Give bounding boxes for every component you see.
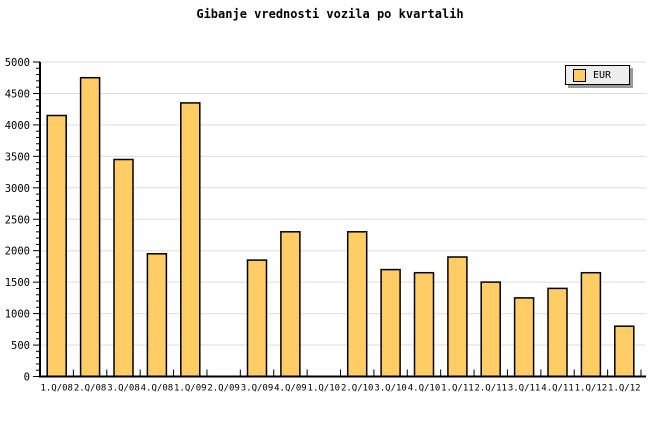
y-tick-label: 5000: [5, 57, 30, 69]
legend-swatch-eur: [573, 68, 586, 82]
bar: [346, 231, 368, 378]
y-tick-label: 0: [24, 372, 30, 384]
y-tick-label: 500: [11, 340, 30, 352]
x-tick-label: 4.Q/11: [541, 384, 574, 394]
bar: [547, 287, 568, 378]
x-tick-label: 4.Q/10: [408, 384, 441, 394]
chart-title: Gibanje vrednosti vozila po kvartalih: [196, 7, 464, 21]
bar: [580, 271, 602, 378]
y-tick-label: 1500: [5, 277, 30, 289]
bar: [46, 114, 67, 378]
x-tick-label: 2.Q/11: [474, 384, 507, 394]
y-tick-label: 3000: [5, 183, 30, 195]
bar: [280, 231, 301, 378]
bar: [246, 259, 268, 378]
x-tick-label: 1.Q/09: [174, 384, 207, 394]
x-tick-label: 1.Q/12: [608, 384, 641, 394]
bar: [447, 256, 468, 378]
bar: [480, 281, 501, 378]
y-tick-label: 4500: [5, 88, 30, 100]
x-tick-label: 3.Q/09: [241, 384, 274, 394]
x-tick-label: 4.Q/09: [274, 384, 307, 394]
y-tick-label: 2000: [5, 246, 30, 258]
legend-label: EUR: [593, 69, 612, 81]
bar: [113, 158, 134, 378]
x-tick-label: 1.Q/11: [441, 384, 474, 394]
y-tick-label: 4000: [5, 120, 30, 132]
y-tick-label: 2500: [5, 214, 30, 226]
x-tick-label: 1.Q/08: [40, 384, 73, 394]
x-tick-label: 2.Q/09: [207, 384, 240, 394]
x-tick-label: 4.Q/08: [141, 384, 174, 394]
bar: [380, 268, 401, 378]
bar: [413, 271, 435, 378]
x-tick-label: 3.Q/10: [374, 384, 407, 394]
bar: [614, 325, 635, 378]
y-tick-label: 3500: [5, 151, 30, 163]
y-tick-label: 1000: [5, 309, 30, 321]
x-tick-label: 2.Q/10: [341, 384, 374, 394]
x-tick-label: 1.Q/10: [308, 384, 341, 394]
x-tick-label: 3.Q/11: [508, 384, 541, 394]
bar: [146, 253, 168, 378]
bar: [180, 102, 201, 378]
x-tick-label: 1.Q/12: [575, 384, 608, 394]
bar: [79, 76, 101, 378]
x-tick-label: 3.Q/08: [107, 384, 140, 394]
legend: EUR: [565, 65, 630, 85]
bar: [513, 297, 535, 378]
x-tick-label: 2.Q/08: [74, 384, 107, 394]
